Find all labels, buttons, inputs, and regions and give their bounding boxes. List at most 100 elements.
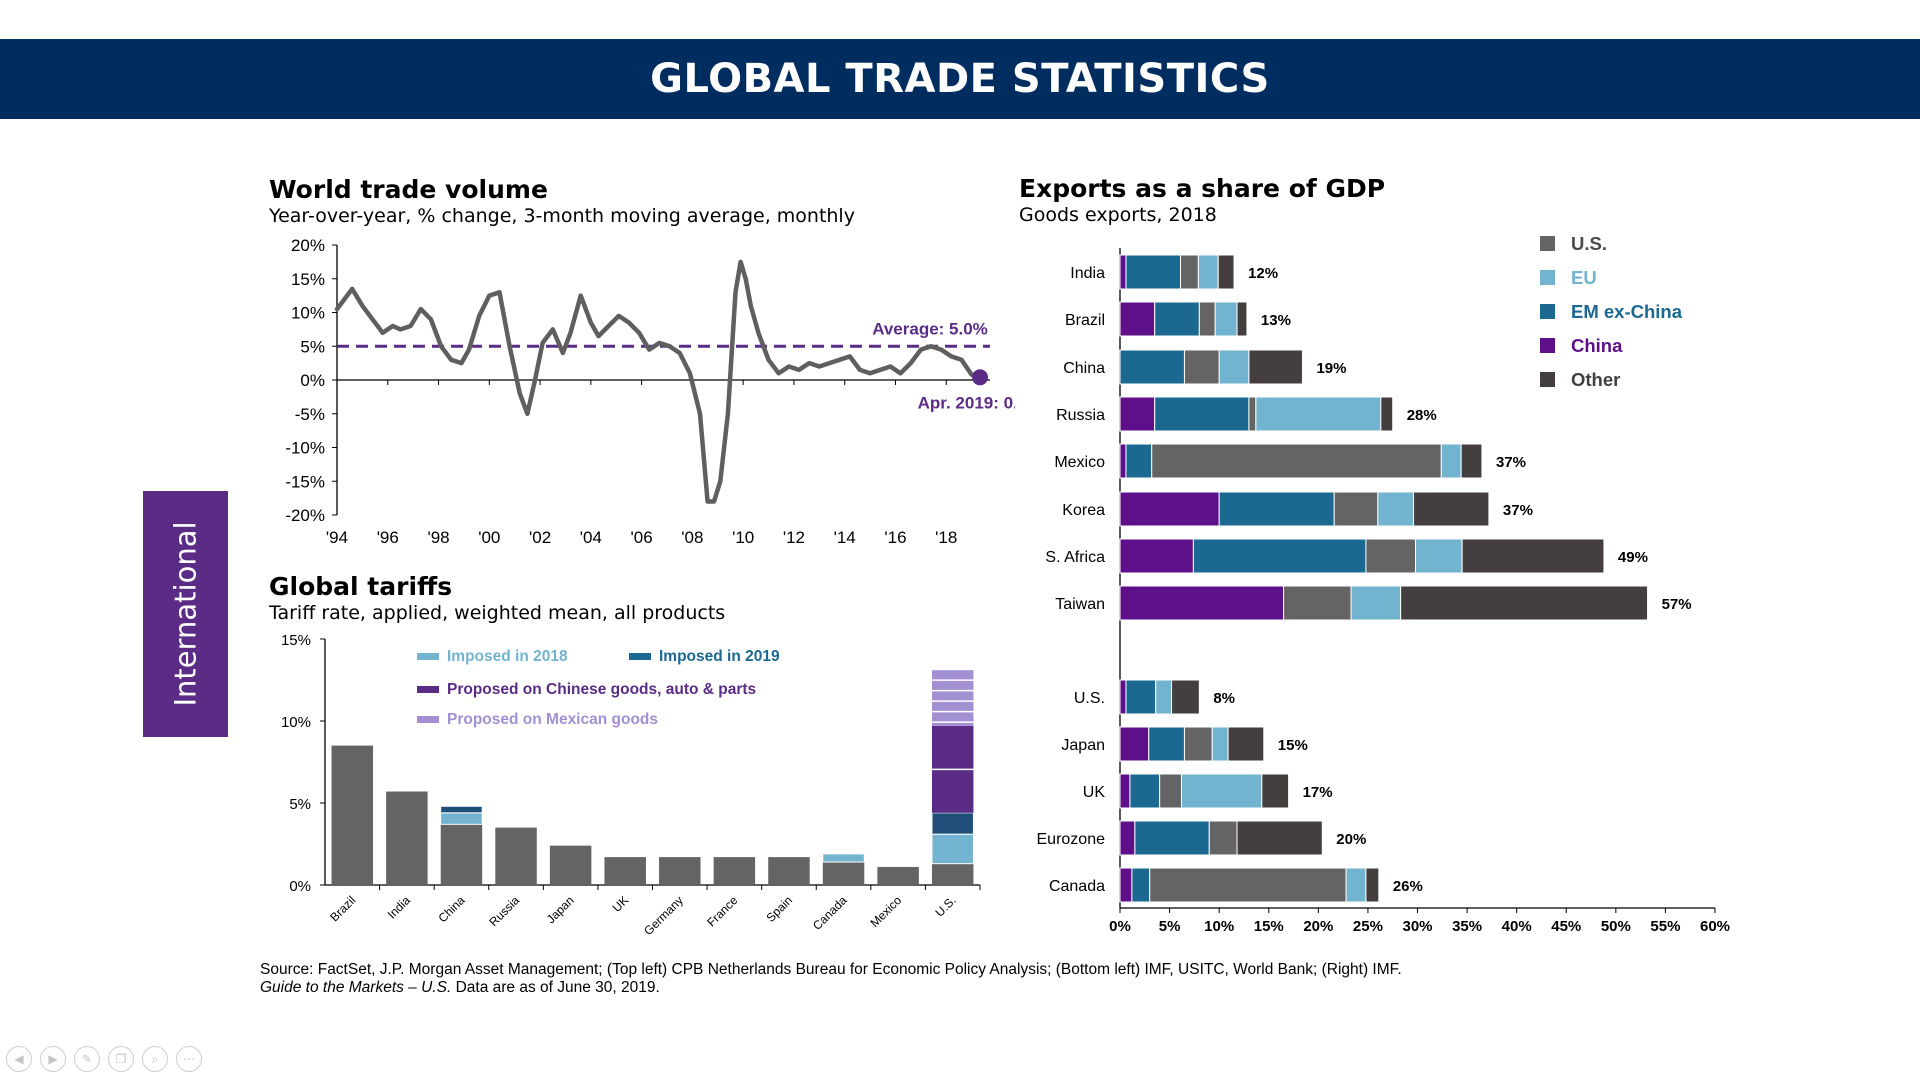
export-bar-segment [1214, 301, 1238, 337]
copy-icon[interactable]: ❐ [108, 1046, 134, 1072]
export-bar-segment [1159, 773, 1182, 809]
export-bar-segment [1261, 773, 1290, 809]
x-tick-label: UK [610, 893, 632, 915]
row-total-label: 26% [1393, 878, 1423, 895]
export-bar-segment [1119, 820, 1136, 856]
export-bar-segment [1236, 820, 1323, 856]
y-tick-label: -15% [285, 472, 325, 491]
row-total-label: 13% [1261, 312, 1291, 329]
exports-legend-swatch [1540, 338, 1555, 353]
row-total-label: 19% [1316, 360, 1346, 377]
y-tick-label: -10% [285, 439, 325, 458]
y-tick-label: 15% [281, 632, 311, 649]
tariff-bar-segment [931, 670, 974, 726]
x-tick-label: '06 [631, 528, 653, 547]
x-tick-label: Germany [641, 893, 686, 938]
tariff-bar-base [549, 845, 592, 885]
export-bar-segment [1183, 349, 1220, 385]
x-tick-label: '02 [529, 528, 551, 547]
export-bar-segment [1217, 254, 1235, 290]
row-label: Mexico [1054, 454, 1105, 471]
tariffs-title: Global tariffs [269, 572, 453, 601]
tariff-bar-segment [440, 805, 483, 814]
zoom-icon[interactable]: ⌕ [142, 1046, 168, 1072]
trade-volume-title: World trade volume [269, 175, 548, 204]
row-total-label: 12% [1248, 265, 1278, 282]
export-bar-segment [1119, 396, 1156, 432]
x-tick-label: 55% [1650, 918, 1680, 935]
x-tick-label: '08 [681, 528, 703, 547]
row-label: China [1063, 360, 1105, 377]
y-tick-label: 10% [291, 304, 325, 323]
export-bar-segment [1211, 726, 1229, 762]
row-total-label: 28% [1407, 407, 1437, 424]
tariff-bar-base [386, 791, 428, 885]
x-tick-label: 30% [1402, 918, 1432, 935]
x-tick-label: 15% [1254, 918, 1284, 935]
export-bar-segment [1129, 773, 1161, 809]
export-bar-segment [1208, 820, 1238, 856]
x-tick-label: '94 [326, 528, 348, 547]
exports-legend-label: China [1571, 335, 1623, 356]
x-tick-label: 20% [1303, 918, 1333, 935]
x-tick-label: Brazil [327, 893, 358, 924]
tariff-bar-base [495, 827, 537, 885]
export-bar-segment [1400, 585, 1649, 621]
y-tick-label: 15% [291, 270, 325, 289]
row-label: Canada [1049, 878, 1105, 895]
slideshow-toolbar: ◀ ▶ ✎ ❐ ⌕ ⋯ [6, 1046, 202, 1072]
trade-volume-subtitle: Year-over-year, % change, 3-month moving… [269, 205, 855, 227]
tariff-legend-label: Imposed in 2018 [447, 648, 568, 665]
guide-date: Data are as of June 30, 2019. [451, 979, 660, 996]
tariff-bar-base [440, 824, 483, 885]
row-label: Taiwan [1055, 596, 1105, 613]
tariffs-subtitle: Tariff rate, applied, weighted mean, all… [269, 602, 726, 624]
row-total-label: 37% [1503, 502, 1533, 519]
x-tick-label: China [436, 893, 468, 925]
tariff-bar-segment [931, 833, 974, 865]
pen-icon[interactable]: ✎ [74, 1046, 100, 1072]
y-tick-label: 10% [281, 714, 311, 731]
x-tick-label: Canada [810, 893, 850, 933]
tariffs-chart: 15% 10% 5% 0% Brazil India China Russia Japan UK G… [281, 632, 981, 938]
x-tick-label: '14 [834, 528, 856, 547]
exports-legend-label: U.S. [1571, 233, 1607, 254]
exports-legend-swatch [1540, 236, 1555, 251]
row-label: Japan [1061, 737, 1105, 754]
row-label: Russia [1056, 407, 1105, 424]
x-tick-label: 10% [1204, 918, 1234, 935]
export-bar-segment [1155, 679, 1173, 715]
trade-volume-chart: 20% 15% 10% 5% 0% -5% -10% -15% -20%'94 '96 '98 '00… [285, 236, 1015, 547]
row-total-label: 49% [1618, 549, 1648, 566]
x-tick-label: 50% [1601, 918, 1631, 935]
x-tick-label: France [704, 893, 741, 930]
x-tick-label: U.S. [932, 893, 958, 919]
tariff-bar-base [604, 857, 646, 885]
latest-point-marker [972, 369, 988, 386]
export-bar-segment [1218, 349, 1250, 385]
exports-legend-label: Other [1571, 369, 1620, 390]
section-tab[interactable]: International [143, 491, 228, 737]
page-title: GLOBAL TRADE STATISTICS [650, 56, 1270, 102]
export-bar-segment [1227, 726, 1265, 762]
export-bar-segment [1197, 254, 1219, 290]
export-bar-segment [1149, 867, 1347, 903]
export-bar-segment [1119, 867, 1133, 903]
more-icon[interactable]: ⋯ [176, 1046, 202, 1072]
export-bar-segment [1119, 349, 1185, 385]
row-label: Eurozone [1037, 831, 1106, 848]
export-bar-segment [1151, 443, 1442, 479]
x-tick-label: Russia [486, 893, 522, 929]
export-bar-segment [1119, 443, 1127, 479]
tariff-legend-label: Proposed on Mexican goods [447, 711, 658, 728]
next-icon[interactable]: ▶ [40, 1046, 66, 1072]
x-tick-label: '16 [884, 528, 906, 547]
prev-icon[interactable]: ◀ [6, 1046, 32, 1072]
y-tick-label: 20% [291, 236, 325, 255]
y-tick-label: -20% [285, 506, 325, 525]
export-bar-segment [1125, 443, 1153, 479]
export-bar-segment [1380, 396, 1394, 432]
row-label: Brazil [1065, 312, 1105, 329]
row-label: UK [1083, 784, 1106, 801]
export-bar-segment [1365, 867, 1380, 903]
